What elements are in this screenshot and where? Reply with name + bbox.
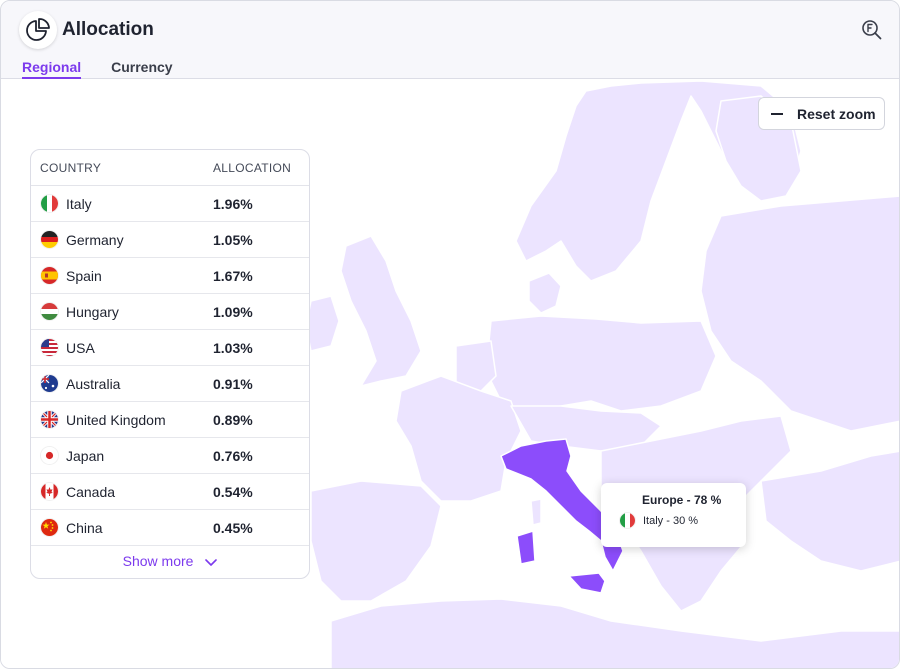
spain-flag-icon — [41, 267, 58, 284]
tooltip-country: Italy - 30 % — [643, 514, 699, 527]
allocation-value: 1.09% — [213, 303, 253, 320]
uk-flag-icon — [41, 411, 58, 428]
minus-icon — [771, 112, 783, 115]
map-region-sardinia — [516, 530, 536, 565]
map-region-turkey — [760, 450, 899, 572]
map-region-benelux — [455, 340, 497, 392]
allocation-value: 1.67% — [213, 267, 253, 284]
map-region-east — [700, 195, 899, 432]
tab-currency[interactable]: Currency — [111, 59, 173, 75]
china-flag-icon — [41, 519, 58, 536]
chevron-down-icon — [205, 554, 218, 570]
page-title: Allocation — [62, 19, 154, 40]
map-tooltip: Europe - 78 % Italy - 30 % — [601, 483, 746, 547]
tab-regional[interactable]: Regional — [22, 59, 82, 79]
map-region-france — [395, 375, 522, 502]
header: Allocation Regional Currency — [1, 1, 899, 79]
table-header: COUNTRY ALLOCATION — [31, 150, 309, 186]
show-more-label: Show more — [122, 552, 194, 569]
map-region-iberia — [310, 480, 442, 602]
allocation-value: 0.91% — [213, 375, 253, 392]
country-name: Japan — [66, 447, 105, 464]
country-name: China — [66, 519, 103, 536]
country-name: Italy — [66, 195, 92, 212]
italy-flag-icon — [620, 513, 635, 528]
allocation-value: 0.89% — [213, 411, 253, 428]
table-row[interactable]: Italy 1.96% — [31, 186, 309, 222]
map-region-denmark — [528, 272, 562, 314]
table-row[interactable]: USA 1.03% — [31, 330, 309, 366]
show-more-button[interactable]: Show more — [31, 553, 309, 570]
tab-bar: Regional Currency — [22, 59, 173, 79]
table-row[interactable]: China 0.45% — [31, 510, 309, 546]
map-region-central — [485, 315, 717, 412]
allocation-value: 1.96% — [213, 195, 253, 212]
table-row[interactable]: Japan 0.76% — [31, 438, 309, 474]
map-region-ireland — [305, 295, 340, 352]
map-region-uk — [340, 235, 422, 387]
allocation-table: COUNTRY ALLOCATION Italy 1.96% Germany 1… — [30, 149, 310, 579]
search-settings-icon[interactable] — [861, 19, 883, 41]
reset-zoom-label: Reset zoom — [797, 105, 876, 122]
pie-chart-icon — [19, 11, 57, 49]
country-name: Hungary — [66, 303, 119, 320]
country-name: Spain — [66, 267, 102, 284]
country-name: USA — [66, 339, 95, 356]
allocation-value: 1.05% — [213, 231, 253, 248]
country-name: Australia — [66, 375, 121, 392]
usa-flag-icon — [41, 339, 58, 356]
table-row[interactable]: Hungary 1.09% — [31, 294, 309, 330]
table-row[interactable]: United Kingdom 0.89% — [31, 402, 309, 438]
map-region-sicily — [568, 572, 606, 594]
allocation-value: 0.54% — [213, 483, 253, 500]
table-row[interactable]: Australia 0.91% — [31, 366, 309, 402]
germany-flag-icon — [41, 231, 58, 248]
allocation-value: 1.03% — [213, 339, 253, 356]
column-header-allocation: ALLOCATION — [213, 160, 292, 175]
map-region-italy — [500, 438, 624, 572]
hungary-flag-icon — [41, 303, 58, 320]
allocation-value: 0.45% — [213, 519, 253, 536]
table-row[interactable]: Canada 0.54% — [31, 474, 309, 510]
tooltip-region: Europe - 78 % — [642, 493, 722, 507]
italy-flag-icon — [41, 195, 58, 212]
country-name: Canada — [66, 483, 116, 500]
country-name: United Kingdom — [66, 411, 166, 428]
column-header-country: COUNTRY — [40, 160, 102, 175]
map-region-corsica — [530, 498, 542, 526]
australia-flag-icon — [41, 375, 58, 392]
canada-flag-icon — [41, 483, 58, 500]
reset-zoom-button[interactable]: Reset zoom — [758, 97, 885, 130]
japan-flag-icon — [41, 447, 58, 464]
allocation-value: 0.76% — [213, 447, 253, 464]
country-name: Germany — [66, 231, 124, 248]
table-row[interactable]: Spain 1.67% — [31, 258, 309, 294]
table-row[interactable]: Germany 1.05% — [31, 222, 309, 258]
map-region-north-africa — [330, 598, 899, 668]
